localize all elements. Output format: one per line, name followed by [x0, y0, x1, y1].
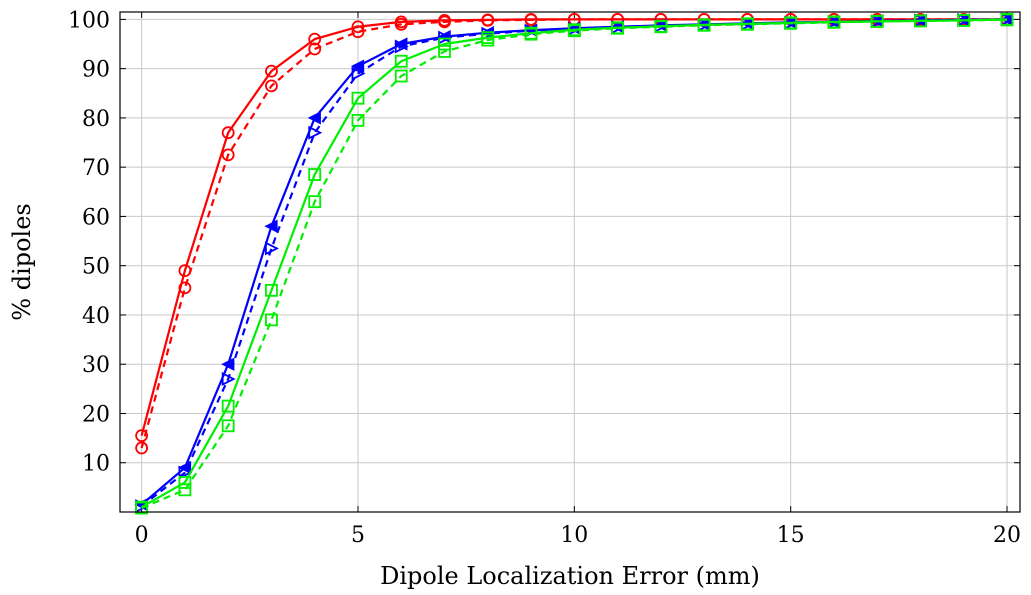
- data-point: [481, 33, 495, 47]
- data-point: [265, 313, 278, 327]
- data-point: [351, 20, 365, 34]
- data-point: [351, 91, 365, 105]
- y-tick-label: 10: [82, 452, 110, 477]
- x-tick-label: 15: [777, 523, 805, 548]
- data-point: [265, 283, 278, 297]
- series-6: [135, 13, 1014, 515]
- data-point: [308, 125, 323, 140]
- y-tick-label: 90: [82, 58, 110, 83]
- y-tick-label: 40: [82, 304, 110, 329]
- x-axis-label: Dipole Localization Error (mm): [380, 562, 760, 590]
- data-point: [654, 20, 668, 34]
- data-point: [135, 441, 149, 455]
- data-point: [135, 429, 149, 443]
- data-point: [524, 13, 538, 27]
- data-point: [524, 27, 538, 41]
- x-tick-label: 5: [351, 523, 365, 548]
- data-point: [221, 148, 235, 162]
- grid: [120, 12, 1020, 512]
- data-point: [481, 13, 495, 27]
- data-point: [221, 126, 235, 140]
- data-point: [1000, 13, 1014, 27]
- data-point: [957, 13, 971, 27]
- data-point: [741, 17, 754, 31]
- series-line: [140, 18, 1008, 449]
- data-point: [221, 372, 236, 386]
- data-point: [178, 483, 192, 497]
- y-tick-label: 20: [82, 402, 110, 427]
- data-point: [308, 195, 322, 209]
- series-group: [134, 12, 1015, 515]
- data-point: [870, 14, 884, 28]
- data-point: [178, 465, 193, 480]
- y-tick-label: 100: [68, 8, 110, 33]
- data-point: [438, 30, 453, 45]
- series-line: [141, 18, 1008, 510]
- data-point: [265, 79, 278, 93]
- data-point: [265, 64, 278, 78]
- data-point: [265, 241, 279, 256]
- data-point: [308, 168, 322, 181]
- y-tick-label: 70: [82, 156, 110, 181]
- data-point: [350, 59, 365, 73]
- data-point: [697, 18, 711, 32]
- data-point: [438, 15, 451, 29]
- data-point: [351, 66, 366, 81]
- data-point: [827, 15, 841, 29]
- x-tick-label: 0: [135, 523, 149, 548]
- data-point: [567, 24, 581, 38]
- data-point: [784, 16, 798, 30]
- data-point: [351, 25, 365, 39]
- tick-labels: 0 5 10 15 20 10 20 30 40 50 60 70 80 90 100: [68, 8, 1021, 548]
- plot-frame: [119, 11, 1021, 513]
- data-point: [394, 39, 409, 54]
- x-tick-label: 10: [560, 523, 588, 548]
- data-point: [914, 14, 927, 28]
- y-axis-label: % dipoles: [8, 203, 36, 320]
- data-point: [611, 21, 624, 35]
- data-point: [264, 219, 278, 233]
- series-line: [140, 18, 1008, 507]
- data-point: [438, 45, 451, 58]
- data-point: [394, 54, 408, 68]
- data-point: [221, 399, 235, 413]
- y-tick-label: 60: [82, 205, 110, 230]
- data-point: [178, 281, 192, 295]
- y-tick-label: 50: [82, 255, 110, 280]
- data-point: [135, 501, 149, 515]
- data-point: [308, 32, 322, 46]
- data-point: [394, 17, 408, 31]
- data-point: [438, 37, 451, 51]
- x-tick-label: 20: [993, 523, 1021, 548]
- y-tick-label: 30: [82, 353, 110, 378]
- data-point: [351, 113, 365, 127]
- data-point: [307, 111, 321, 125]
- data-point: [394, 69, 408, 83]
- y-tick-label: 80: [82, 107, 110, 132]
- data-point: [221, 419, 235, 433]
- data-point: [308, 42, 322, 56]
